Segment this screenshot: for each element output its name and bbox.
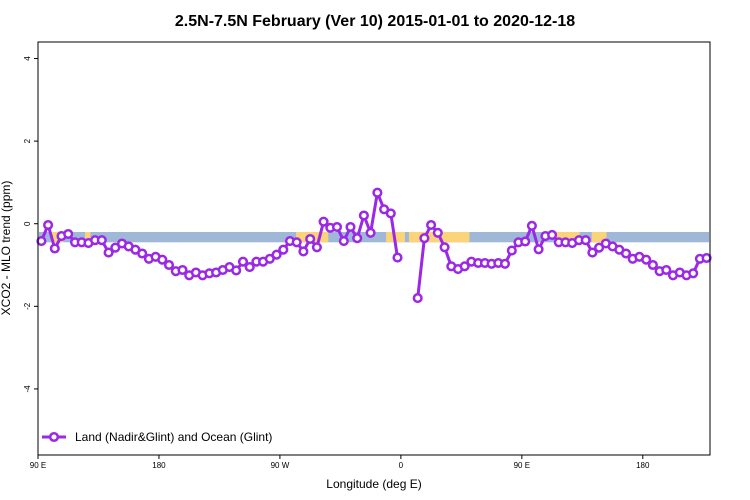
y-tick-label: 2	[23, 138, 32, 143]
data-point	[291, 237, 302, 248]
y-axis-label: XCO2 - MLO trend (ppm)	[0, 181, 13, 316]
y-axis: -4 -2 0 2 4	[23, 56, 38, 393]
data-point	[547, 229, 558, 240]
x-axis-label: Longitude (deg E)	[326, 477, 421, 491]
data-point	[36, 236, 47, 247]
x-tick-label: 90 W	[271, 461, 290, 470]
data-point	[318, 216, 329, 227]
data-point	[372, 187, 383, 198]
chart-title: 2.5N-7.5N February (Ver 10) 2015-01-01 t…	[175, 13, 575, 30]
data-point	[641, 254, 652, 265]
data-point	[533, 244, 544, 255]
x-tick-label: 180	[152, 461, 166, 470]
data-point	[412, 293, 423, 304]
data-point	[459, 261, 470, 272]
data-point	[392, 252, 403, 263]
x-tick-label: 90 E	[514, 461, 530, 470]
data-point	[580, 235, 591, 246]
data-point	[587, 247, 598, 258]
data-point	[426, 219, 437, 231]
data-point	[157, 254, 168, 265]
data-point	[506, 245, 517, 256]
plot-frame	[37, 41, 711, 456]
land-segment	[555, 231, 580, 243]
data-point	[432, 227, 443, 238]
data-point	[358, 210, 369, 221]
data-point	[271, 249, 282, 260]
series-group	[36, 187, 712, 304]
data-point	[526, 220, 537, 231]
data-point	[331, 221, 343, 233]
x-tick-label: 90 E	[30, 461, 46, 470]
data-point	[385, 208, 396, 219]
data-point	[419, 233, 430, 244]
data-point	[244, 262, 255, 273]
data-point	[439, 242, 450, 253]
data-point	[594, 242, 605, 253]
y-tick-label: 4	[23, 56, 32, 61]
data-point	[338, 236, 349, 247]
y-tick-label: -4	[23, 385, 32, 393]
data-point	[701, 252, 712, 264]
data-point	[103, 247, 114, 258]
ocean-band	[39, 231, 709, 243]
data-point	[237, 256, 249, 267]
data-point	[177, 264, 188, 276]
y-tick-label: -2	[23, 302, 32, 310]
data-point	[137, 248, 148, 259]
data-point	[278, 244, 289, 255]
data-point	[365, 227, 376, 238]
data-point	[49, 243, 60, 254]
data-point	[311, 242, 322, 253]
land-segment	[85, 231, 91, 243]
x-axis: 90 E 180 90 W 0 90 E 180	[30, 455, 650, 470]
x-tick-label: 0	[399, 461, 404, 470]
data-point	[520, 236, 531, 247]
legend-marker	[48, 431, 60, 443]
data-point	[231, 265, 242, 276]
data-point	[264, 253, 275, 264]
data-point	[305, 233, 316, 245]
data-point	[499, 258, 511, 269]
data-point	[661, 264, 672, 276]
data-point	[352, 233, 363, 244]
y-tick-label: 0	[23, 221, 32, 226]
x-tick-label: 180	[636, 461, 650, 470]
data-point	[43, 219, 54, 231]
data-point	[163, 259, 175, 271]
land-segment	[591, 231, 607, 243]
data-point	[620, 248, 632, 259]
data-point	[96, 235, 107, 246]
data-point	[345, 221, 356, 233]
legend: Land (Nadir&Glint) and Ocean (Glint)	[42, 430, 272, 444]
data-point	[298, 246, 309, 257]
legend-label: Land (Nadir&Glint) and Ocean (Glint)	[75, 430, 272, 444]
data-point	[63, 228, 74, 240]
data-point	[647, 259, 658, 271]
data-point	[110, 242, 121, 253]
data-point	[688, 268, 699, 279]
